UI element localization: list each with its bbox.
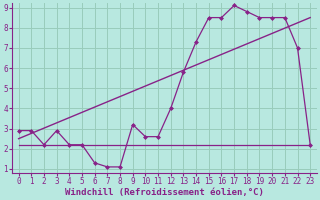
X-axis label: Windchill (Refroidissement éolien,°C): Windchill (Refroidissement éolien,°C) xyxy=(65,188,264,197)
